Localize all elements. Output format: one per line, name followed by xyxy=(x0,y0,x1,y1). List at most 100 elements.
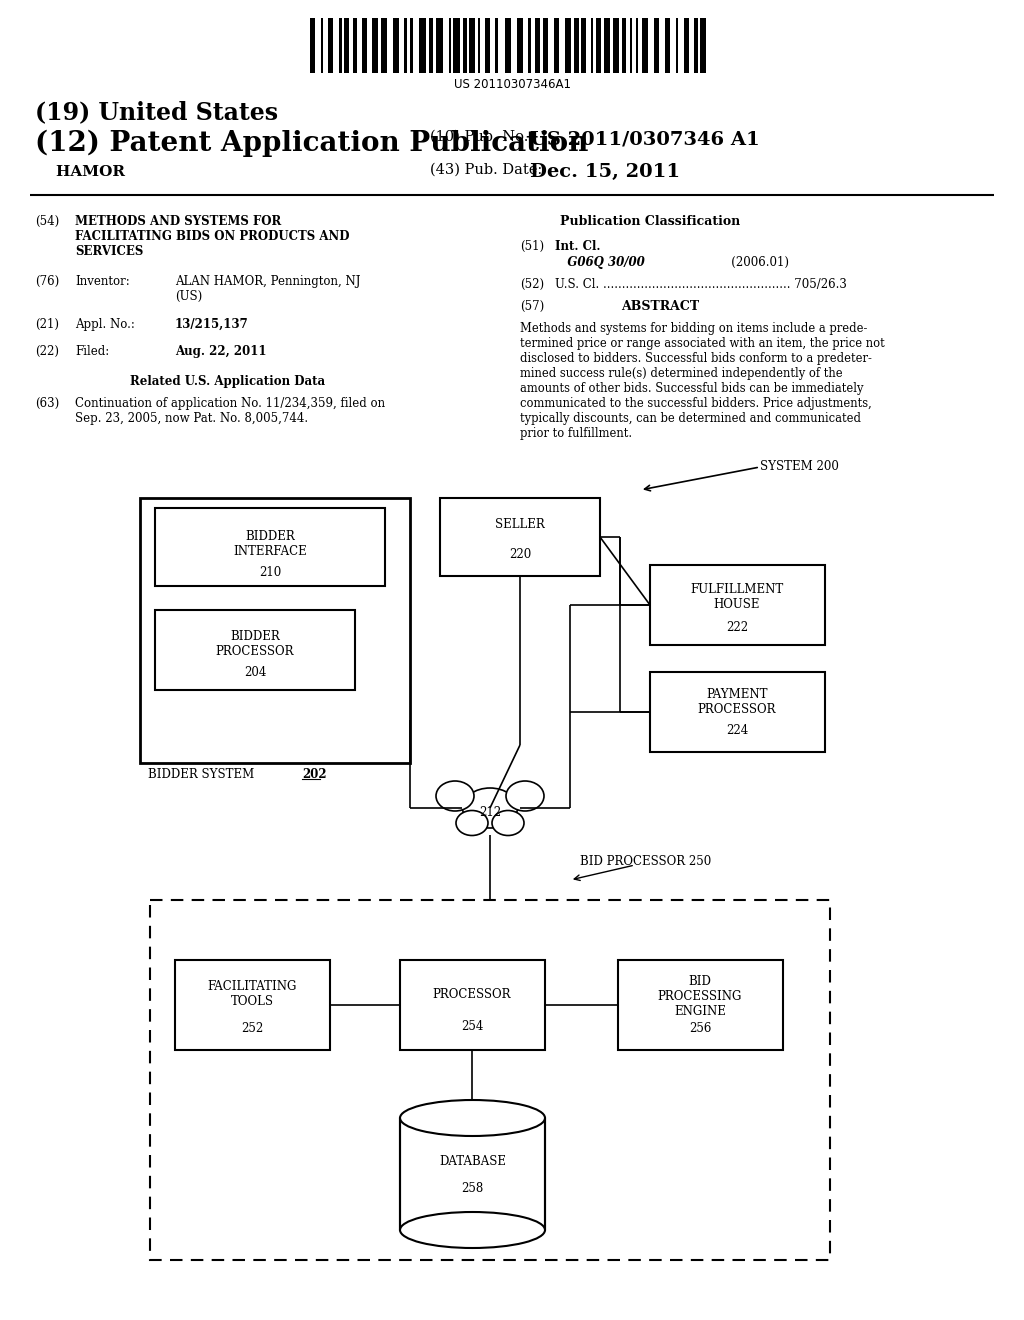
Bar xyxy=(150,900,830,1261)
Text: (12) Patent Application Publication: (12) Patent Application Publication xyxy=(35,129,589,157)
Ellipse shape xyxy=(456,810,488,836)
Bar xyxy=(517,18,523,73)
Bar xyxy=(362,18,368,73)
Bar xyxy=(495,18,499,73)
Text: 212: 212 xyxy=(479,807,501,820)
Bar xyxy=(440,498,600,576)
Text: (51): (51) xyxy=(520,240,544,253)
Bar xyxy=(535,18,540,73)
Bar xyxy=(676,18,678,73)
Bar xyxy=(410,18,414,73)
Bar xyxy=(630,18,632,73)
Text: 204: 204 xyxy=(244,667,266,678)
Bar xyxy=(596,18,601,73)
Text: BIDDER
INTERFACE: BIDDER INTERFACE xyxy=(233,531,307,558)
Text: Aug. 22, 2011: Aug. 22, 2011 xyxy=(175,345,266,358)
Text: Publication Classification: Publication Classification xyxy=(560,215,740,228)
Bar xyxy=(403,18,408,73)
Text: (21): (21) xyxy=(35,318,59,331)
Text: BIDDER SYSTEM: BIDDER SYSTEM xyxy=(148,768,258,781)
Bar xyxy=(429,18,433,73)
Bar xyxy=(140,498,410,763)
Ellipse shape xyxy=(400,1212,545,1247)
Bar xyxy=(420,18,426,73)
Text: 210: 210 xyxy=(259,566,282,579)
Bar xyxy=(321,18,324,73)
Bar xyxy=(573,18,579,73)
Text: FACILITATING
TOOLS: FACILITATING TOOLS xyxy=(207,979,297,1008)
Text: 224: 224 xyxy=(726,723,749,737)
Text: HAMOR: HAMOR xyxy=(35,165,125,180)
Bar xyxy=(505,18,511,73)
Bar xyxy=(618,960,783,1049)
Text: DATABASE: DATABASE xyxy=(439,1155,506,1168)
Bar xyxy=(400,1118,545,1230)
Text: 222: 222 xyxy=(726,620,749,634)
Text: Related U.S. Application Data: Related U.S. Application Data xyxy=(130,375,326,388)
Text: ALAN HAMOR, Pennington, NJ
(US): ALAN HAMOR, Pennington, NJ (US) xyxy=(175,275,360,304)
Bar xyxy=(175,960,330,1049)
Bar xyxy=(339,18,342,73)
Text: US 2011/0307346 A1: US 2011/0307346 A1 xyxy=(530,129,760,148)
Text: PAYMENT
PROCESSOR: PAYMENT PROCESSOR xyxy=(697,688,776,715)
Bar xyxy=(636,18,638,73)
Bar xyxy=(329,18,333,73)
Bar xyxy=(700,18,707,73)
Bar xyxy=(449,18,451,73)
Text: Continuation of application No. 11/234,359, filed on
Sep. 23, 2005, now Pat. No.: Continuation of application No. 11/234,3… xyxy=(75,397,385,425)
Bar xyxy=(582,18,586,73)
Text: SYSTEM 200: SYSTEM 200 xyxy=(760,459,839,473)
Text: US 20110307346A1: US 20110307346A1 xyxy=(454,78,570,91)
Bar xyxy=(642,18,648,73)
Text: SELLER: SELLER xyxy=(496,517,545,531)
Bar xyxy=(650,565,825,645)
Bar xyxy=(684,18,689,73)
Text: Filed:: Filed: xyxy=(75,345,110,358)
Text: 254: 254 xyxy=(461,1020,483,1034)
Text: U.S. Cl. .................................................. 705/26.3: U.S. Cl. ...............................… xyxy=(555,279,847,290)
Text: Appl. No.:: Appl. No.: xyxy=(75,318,135,331)
Bar xyxy=(155,610,355,690)
Text: 220: 220 xyxy=(509,548,531,561)
Text: (76): (76) xyxy=(35,275,59,288)
Text: BID
PROCESSING
ENGINE: BID PROCESSING ENGINE xyxy=(657,975,742,1018)
Bar xyxy=(400,960,545,1049)
Text: (63): (63) xyxy=(35,397,59,411)
Text: (57): (57) xyxy=(520,300,544,313)
Bar xyxy=(155,508,385,586)
Text: Methods and systems for bidding on items include a prede-
termined price or rang: Methods and systems for bidding on items… xyxy=(520,322,885,440)
Ellipse shape xyxy=(436,781,474,810)
Text: (52): (52) xyxy=(520,279,544,290)
Text: (54): (54) xyxy=(35,215,59,228)
Bar xyxy=(485,18,489,73)
Text: METHODS AND SYSTEMS FOR
FACILITATING BIDS ON PRODUCTS AND
SERVICES: METHODS AND SYSTEMS FOR FACILITATING BID… xyxy=(75,215,349,257)
Text: 202: 202 xyxy=(302,768,327,781)
Bar xyxy=(604,18,610,73)
Bar xyxy=(591,18,593,73)
Bar xyxy=(565,18,571,73)
Text: BIDDER
PROCESSOR: BIDDER PROCESSOR xyxy=(216,630,294,657)
Bar xyxy=(310,18,314,73)
Ellipse shape xyxy=(400,1100,545,1137)
Text: 252: 252 xyxy=(241,1022,263,1035)
Text: (43) Pub. Date:: (43) Pub. Date: xyxy=(430,162,543,177)
Text: FULFILLMENT
HOUSE: FULFILLMENT HOUSE xyxy=(690,583,783,611)
Text: 258: 258 xyxy=(462,1181,483,1195)
Bar xyxy=(694,18,697,73)
Bar xyxy=(623,18,626,73)
Text: Dec. 15, 2011: Dec. 15, 2011 xyxy=(530,162,680,181)
Bar xyxy=(463,18,467,73)
Bar xyxy=(381,18,387,73)
Text: BID PROCESSOR 250: BID PROCESSOR 250 xyxy=(580,855,712,869)
Bar xyxy=(527,18,531,73)
Text: (19) United States: (19) United States xyxy=(35,100,279,124)
Text: G06Q 30/00: G06Q 30/00 xyxy=(555,256,645,269)
Bar xyxy=(612,18,618,73)
Bar xyxy=(392,18,398,73)
Text: (2006.01): (2006.01) xyxy=(720,256,790,269)
Bar xyxy=(469,18,475,73)
Text: 256: 256 xyxy=(689,1022,712,1035)
Bar xyxy=(344,18,349,73)
Text: PROCESSOR: PROCESSOR xyxy=(433,987,511,1001)
Text: 13/215,137: 13/215,137 xyxy=(175,318,249,331)
